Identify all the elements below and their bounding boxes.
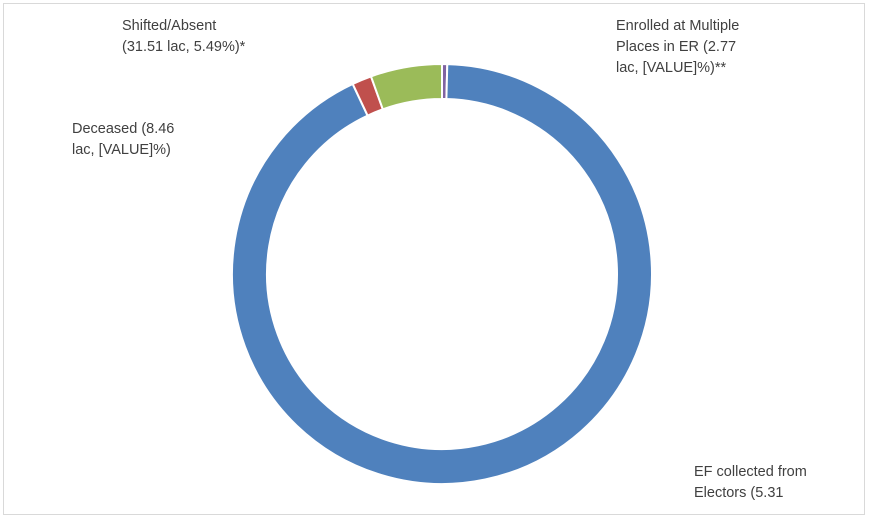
label-ef-collected: EF collected from Electors (5.31 — [694, 464, 807, 501]
chart-frame: Enrolled at Multiple Places in ER (2.77 … — [3, 3, 865, 515]
label-shifted-absent: Shifted/Absent (31.51 lac, 5.49%)* — [122, 18, 246, 55]
label-enrolled-multiple: Enrolled at Multiple Places in ER (2.77 … — [616, 18, 740, 76]
slice-shifted-absent — [369, 62, 443, 111]
donut-chart — [231, 62, 653, 485]
slice-ef-collected — [231, 63, 653, 485]
label-deceased: Deceased (8.46 lac, [VALUE]%) — [72, 121, 175, 158]
